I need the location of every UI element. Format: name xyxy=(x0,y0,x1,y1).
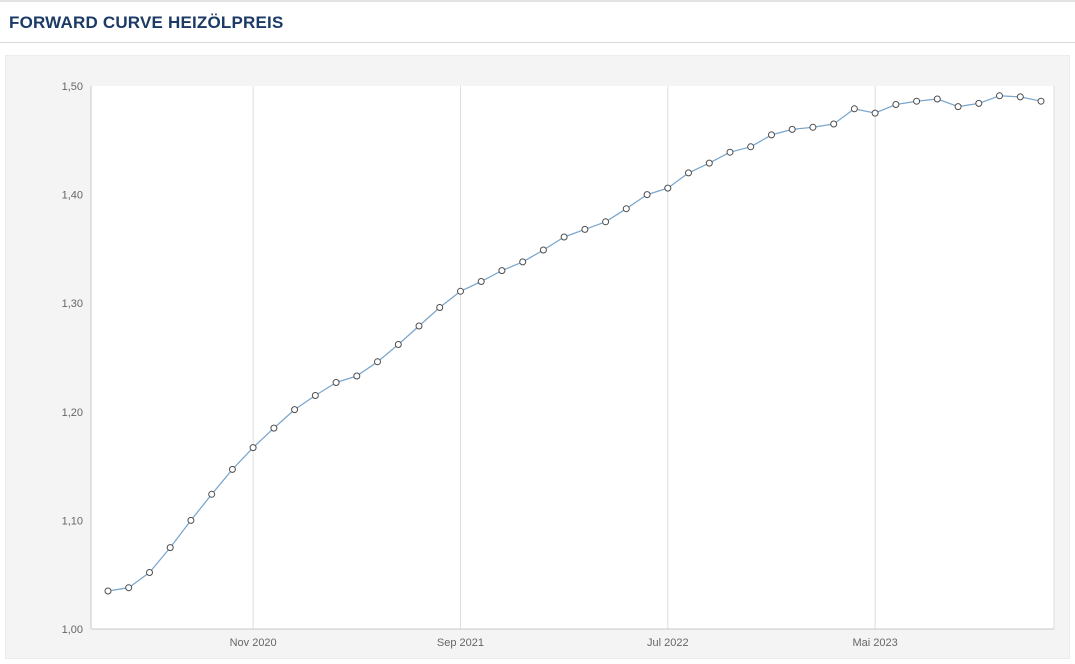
y-axis-labels: 1,00 1,10 1,20 1,30 1,40 1,50 xyxy=(62,81,83,636)
plot-area xyxy=(91,86,1054,629)
data-point-marker xyxy=(166,544,174,552)
data-point-marker xyxy=(602,218,610,226)
data-point-marker xyxy=(913,97,921,105)
y-tick-label: 1,40 xyxy=(62,190,83,202)
axes xyxy=(90,86,1054,630)
data-point-marker xyxy=(850,105,858,113)
data-point-marker xyxy=(539,246,547,254)
series-line xyxy=(107,95,1042,592)
data-point-marker xyxy=(933,95,941,103)
data-point-marker xyxy=(270,424,278,432)
data-point-marker xyxy=(519,258,527,266)
page-title: FORWARD CURVE HEIZÖLPREIS xyxy=(9,13,284,32)
data-point-marker xyxy=(208,490,216,498)
data-point-marker xyxy=(560,233,568,241)
data-point-marker xyxy=(643,191,651,199)
data-point-marker xyxy=(415,322,423,330)
data-point-marker xyxy=(788,125,796,133)
data-point-marker xyxy=(457,287,464,295)
data-point-marker xyxy=(726,148,734,156)
data-point-marker xyxy=(498,267,506,275)
data-point-marker xyxy=(374,358,381,366)
y-tick-label: 1,00 xyxy=(62,624,83,636)
data-point-marker xyxy=(477,278,485,285)
data-point-marker xyxy=(332,379,340,386)
data-point-marker xyxy=(104,587,112,595)
x-tick-label: Nov 2020 xyxy=(230,637,277,649)
data-point-marker xyxy=(954,103,962,111)
x-tick-label: Jul 2022 xyxy=(647,637,689,649)
data-point-marker xyxy=(228,465,236,473)
data-point-marker xyxy=(809,123,817,131)
y-tick-label: 1,30 xyxy=(62,298,83,310)
x-axis-labels: Nov 2020 Sep 2021 Jul 2022 Mai 2023 xyxy=(230,637,898,649)
data-point-marker xyxy=(353,372,361,380)
data-point-marker xyxy=(146,569,153,576)
data-point-marker xyxy=(747,143,755,151)
data-point-marker xyxy=(975,99,983,107)
page-header: FORWARD CURVE HEIZÖLPREIS xyxy=(0,2,1075,43)
data-point-marker xyxy=(436,304,444,311)
x-tick-label: Mai 2023 xyxy=(853,637,898,649)
data-point-marker xyxy=(685,169,692,177)
data-point-marker xyxy=(705,159,713,167)
data-point-marker xyxy=(830,120,838,128)
data-point-marker xyxy=(871,109,879,117)
data-point-marker xyxy=(125,584,133,592)
data-point-marker xyxy=(1016,93,1024,101)
data-point-marker xyxy=(996,92,1003,100)
gridlines xyxy=(252,86,1055,629)
x-tick-label: Sep 2021 xyxy=(437,637,484,649)
data-point-marker xyxy=(1037,97,1045,105)
data-point-marker xyxy=(768,131,775,139)
data-point-marker xyxy=(892,101,900,108)
data-point-marker xyxy=(187,516,195,524)
y-tick-label: 1,50 xyxy=(62,81,83,93)
data-point-marker xyxy=(291,406,299,414)
forward-curve-chart: 1,00 1,10 1,20 1,30 1,40 1,50 Nov 2020 Sep 2021… xyxy=(5,55,1070,659)
data-point-marker xyxy=(622,205,630,213)
data-point-marker xyxy=(664,184,672,192)
y-tick-label: 1,10 xyxy=(62,515,83,527)
data-point-marker xyxy=(311,392,319,399)
data-point-marker xyxy=(249,444,257,452)
chart-canvas: 1,00 1,10 1,20 1,30 1,40 1,50 Nov 2020 Sep 2021… xyxy=(62,81,1055,649)
data-point-marker xyxy=(394,341,402,348)
y-tick-label: 1,20 xyxy=(62,407,83,419)
series-markers xyxy=(104,92,1045,595)
data-point-marker xyxy=(581,225,589,233)
